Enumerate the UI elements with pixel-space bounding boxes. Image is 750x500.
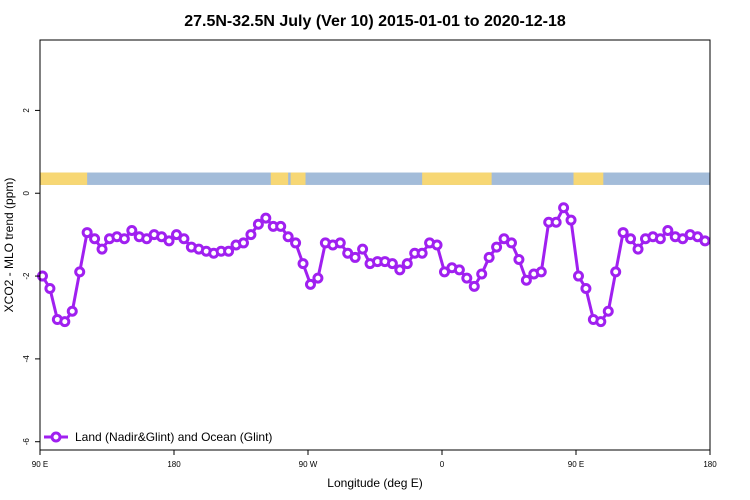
land-ocean-band — [40, 172, 710, 185]
data-point — [632, 243, 644, 255]
data-point — [401, 258, 413, 270]
data-point — [625, 233, 637, 245]
data-point — [461, 272, 473, 284]
data-point — [260, 212, 272, 224]
x-axis-label: Longitude (deg E) — [327, 476, 422, 490]
ocean-band — [40, 172, 710, 185]
data-point — [572, 270, 584, 282]
legend-label: Land (Nadir&Glint) and Ocean (Glint) — [75, 430, 272, 444]
data-point — [565, 214, 577, 226]
data-point — [699, 235, 711, 247]
data-point — [304, 278, 316, 290]
data-point — [312, 272, 324, 284]
y-axis: 2 0 -2 -4 -6 — [22, 108, 40, 446]
data-point — [580, 282, 592, 294]
data-point — [468, 280, 480, 292]
data-point — [662, 225, 674, 237]
series-layer — [36, 202, 711, 328]
data-point — [66, 305, 78, 317]
land-band-segment-1 — [270, 172, 289, 185]
legend: Land (Nadir&Glint) and Ocean (Glint) — [44, 430, 272, 444]
y-axis-label: XCO2 - MLO trend (ppm) — [2, 178, 16, 313]
data-point — [237, 237, 249, 249]
x-tick-label: 180 — [703, 460, 717, 469]
data-point — [223, 245, 235, 257]
land-band-segment-4 — [573, 172, 604, 185]
data-point — [74, 266, 86, 278]
x-tick-label: 180 — [167, 460, 181, 469]
y-tick-label: -6 — [22, 438, 31, 446]
data-point — [118, 233, 130, 245]
x-tick-label: 90 E — [568, 460, 584, 469]
data-point — [520, 274, 532, 286]
data-point — [96, 243, 108, 255]
data-point — [431, 239, 443, 251]
data-point — [610, 266, 622, 278]
data-point — [602, 305, 614, 317]
data-point — [178, 233, 190, 245]
x-axis: 90 E 180 90 W 0 90 E 180 — [32, 450, 717, 469]
data-point — [245, 229, 257, 241]
data-point — [394, 264, 406, 276]
y-tick-label: 0 — [22, 190, 31, 195]
data-point — [595, 316, 607, 328]
data-point — [558, 202, 570, 214]
data-point — [617, 227, 629, 239]
data-point — [334, 237, 346, 249]
data-point — [654, 233, 666, 245]
data-point — [44, 282, 56, 294]
data-point — [81, 227, 93, 239]
data-point — [252, 218, 264, 230]
data-point — [476, 268, 488, 280]
data-point — [513, 253, 525, 265]
data-point — [505, 237, 517, 249]
data-point — [357, 243, 369, 255]
data-point — [386, 258, 398, 270]
y-tick-label: -2 — [22, 272, 31, 280]
data-point — [163, 235, 175, 247]
data-point — [416, 247, 428, 259]
plot-frame — [39, 39, 711, 451]
land-band-segment-0 — [40, 172, 88, 185]
data-point — [275, 220, 287, 232]
data-point — [535, 266, 547, 278]
y-tick-label: -4 — [22, 355, 31, 363]
data-point — [59, 316, 71, 328]
x-tick-label: 90 W — [299, 460, 318, 469]
y-tick-label: 2 — [22, 108, 31, 113]
data-point — [89, 233, 101, 245]
x-tick-label: 90 E — [32, 460, 48, 469]
data-point — [491, 241, 503, 253]
chart-title: 27.5N-32.5N July (Ver 10) 2015-01-01 to … — [184, 13, 566, 30]
land-band-segment-2 — [290, 172, 306, 185]
legend-swatch-marker — [50, 431, 62, 443]
data-point — [126, 225, 138, 237]
land-band-segment-3 — [422, 172, 492, 185]
data-point — [550, 216, 562, 228]
data-point — [290, 237, 302, 249]
x-tick-label: 0 — [440, 460, 445, 469]
data-point — [349, 251, 361, 263]
data-point — [453, 264, 465, 276]
data-point — [483, 251, 495, 263]
data-point — [282, 231, 294, 243]
data-point — [297, 258, 309, 270]
